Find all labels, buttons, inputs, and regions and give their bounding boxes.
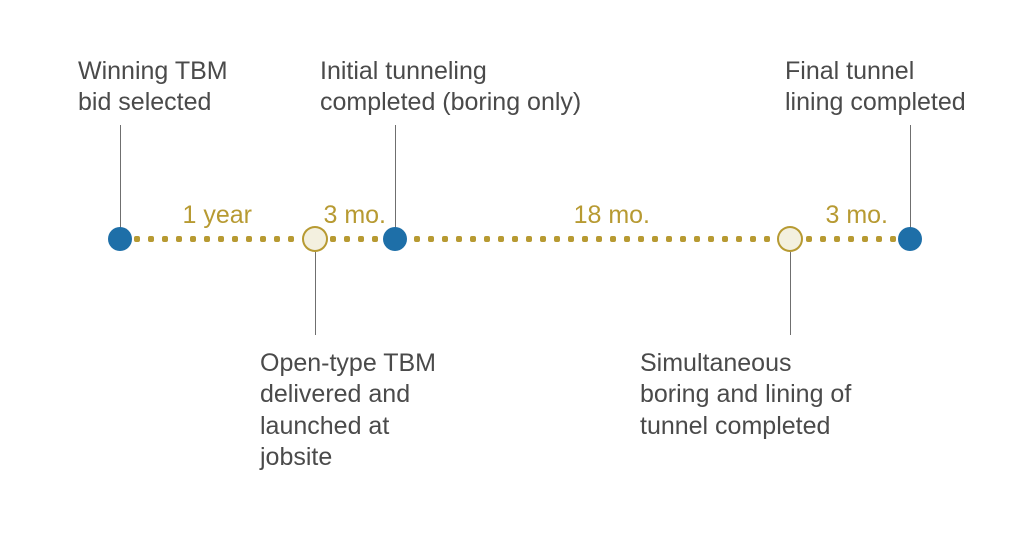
timeline-dash — [736, 236, 742, 242]
event-label-1-line-2: launched at — [260, 411, 490, 442]
timeline-dash — [498, 236, 504, 242]
timeline-dash — [722, 236, 728, 242]
timeline-dash — [274, 236, 280, 242]
timeline-dash — [204, 236, 210, 242]
timeline-dash — [330, 236, 336, 242]
event-label-2-line-1: completed (boring only) — [320, 87, 640, 118]
timeline-dash — [610, 236, 616, 242]
timeline-dash — [638, 236, 644, 242]
timeline-dash — [218, 236, 224, 242]
timeline-dash — [554, 236, 560, 242]
timeline-dash — [344, 236, 350, 242]
timeline-dash — [806, 236, 812, 242]
event-connector — [120, 125, 121, 239]
duration-label-2: 18 mo. — [510, 201, 650, 230]
event-label-3-line-1: boring and lining of — [640, 379, 900, 410]
event-label-1: Open-type TBMdelivered andlaunched atjob… — [260, 348, 490, 473]
event-label-1-line-1: delivered and — [260, 379, 490, 410]
event-connector — [910, 125, 911, 239]
timeline-dash — [456, 236, 462, 242]
event-label-4-line-1: lining completed — [785, 87, 1005, 118]
timeline-dash — [260, 236, 266, 242]
timeline-dash — [652, 236, 658, 242]
timeline-dash — [484, 236, 490, 242]
timeline-node-4 — [898, 227, 922, 251]
event-label-1-line-3: jobsite — [260, 442, 490, 473]
duration-label-3: 3 mo. — [768, 201, 888, 230]
timeline-dash — [288, 236, 294, 242]
timeline-dash — [834, 236, 840, 242]
timeline-dash — [764, 236, 770, 242]
timeline-dash — [694, 236, 700, 242]
timeline-dash — [680, 236, 686, 242]
event-label-3-line-0: Simultaneous — [640, 348, 900, 379]
timeline-dash — [246, 236, 252, 242]
duration-label-1: 3 mo. — [266, 201, 386, 230]
timeline-dash — [624, 236, 630, 242]
timeline-dash — [190, 236, 196, 242]
event-label-4-line-0: Final tunnel — [785, 56, 1005, 87]
timeline-dash — [442, 236, 448, 242]
timeline-dash — [540, 236, 546, 242]
event-connector — [315, 239, 316, 335]
event-label-1-line-0: Open-type TBM — [260, 348, 490, 379]
timeline-diagram: 1 year 3 mo. 18 mo. 3 mo. Winning TBMbid sel… — [0, 0, 1024, 550]
event-label-2: Initial tunnelingcompleted (boring only) — [320, 56, 640, 119]
event-label-3: Simultaneousboring and lining oftunnel c… — [640, 348, 900, 442]
timeline-dash — [750, 236, 756, 242]
timeline-dash — [176, 236, 182, 242]
timeline-dash — [666, 236, 672, 242]
event-label-0-line-1: bid selected — [78, 87, 278, 118]
event-label-4: Final tunnellining completed — [785, 56, 1005, 119]
timeline-node-2 — [383, 227, 407, 251]
timeline-dash — [134, 236, 140, 242]
timeline-dash — [470, 236, 476, 242]
timeline-dash — [862, 236, 868, 242]
timeline-dash — [162, 236, 168, 242]
timeline-dash — [596, 236, 602, 242]
timeline-node-0 — [108, 227, 132, 251]
timeline-dash — [148, 236, 154, 242]
timeline-dash — [358, 236, 364, 242]
event-connector — [790, 239, 791, 335]
duration-label-0: 1 year — [132, 201, 252, 230]
timeline-dash — [526, 236, 532, 242]
timeline-dash — [428, 236, 434, 242]
timeline-dash — [876, 236, 882, 242]
timeline-dash — [372, 236, 378, 242]
timeline-dash — [414, 236, 420, 242]
timeline-dash — [820, 236, 826, 242]
timeline-dash — [890, 236, 896, 242]
event-label-0-line-0: Winning TBM — [78, 56, 278, 87]
timeline-dash — [568, 236, 574, 242]
event-label-0: Winning TBMbid selected — [78, 56, 278, 119]
timeline-dash — [708, 236, 714, 242]
timeline-dash — [582, 236, 588, 242]
event-label-2-line-0: Initial tunneling — [320, 56, 640, 87]
timeline-dash — [848, 236, 854, 242]
event-connector — [395, 125, 396, 239]
timeline-dash — [232, 236, 238, 242]
timeline-dash — [512, 236, 518, 242]
event-label-3-line-2: tunnel completed — [640, 411, 900, 442]
